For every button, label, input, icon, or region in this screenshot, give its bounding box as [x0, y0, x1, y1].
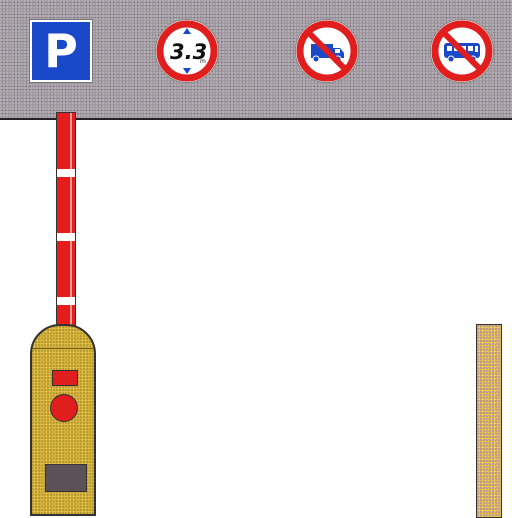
- overhead-beam: [0, 0, 512, 120]
- barrier-gate-box: [30, 324, 96, 516]
- gate-panel: [45, 464, 87, 492]
- arrow-down-icon: [183, 68, 191, 74]
- arrow-up-icon: [183, 28, 191, 34]
- height-unit: m: [200, 58, 206, 65]
- no-buses-sign: [430, 19, 494, 83]
- parking-sign: P: [29, 19, 93, 83]
- gate-red-lamp: [50, 394, 78, 422]
- roadside-post: [476, 324, 502, 518]
- no-trucks-sign: [295, 19, 359, 83]
- height-value: 3.3: [170, 40, 207, 64]
- barrier-arm: [56, 112, 76, 330]
- gate-cap-line: [32, 348, 94, 349]
- parking-letter: P: [44, 24, 78, 78]
- height-limit-sign: 3.3 m: [155, 19, 219, 83]
- gate-indicator-light: [52, 370, 78, 386]
